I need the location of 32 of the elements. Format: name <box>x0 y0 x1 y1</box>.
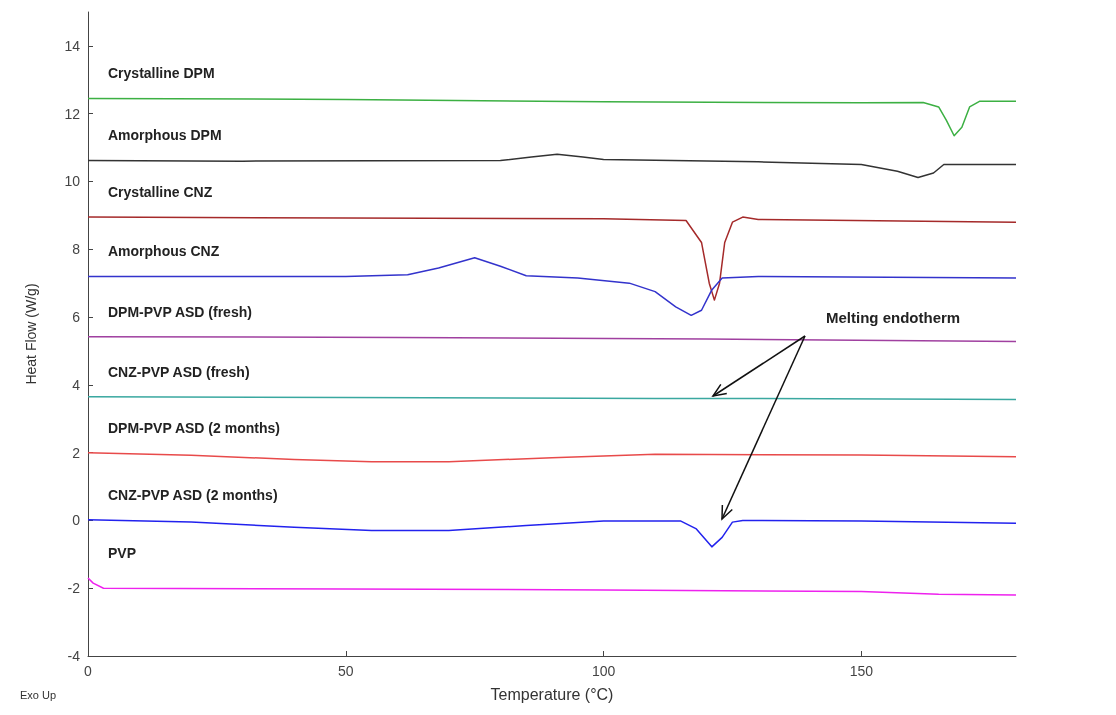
annotation: Melting endotherm <box>826 308 961 326</box>
series-label: Crystalline DPM <box>108 65 215 82</box>
y-tick-label: 14 <box>64 37 81 54</box>
series-label: DPM-PVP ASD (fresh) <box>108 303 252 320</box>
x-tick-label: 100 <box>591 663 616 679</box>
y-tick-label: 12 <box>64 105 81 122</box>
y-tick-label: -2 <box>67 580 81 597</box>
line-series <box>87 577 1017 596</box>
series-label: CNZ-PVP ASD (2 months) <box>108 486 278 503</box>
y-tick-label: -4 <box>67 648 81 664</box>
line-series <box>87 216 1017 301</box>
text: Exo Up <box>20 688 57 701</box>
line-series <box>87 153 1017 179</box>
series-label: DPM-PVP ASD (2 months) <box>108 419 280 436</box>
series-label: CNZ-PVP ASD (fresh) <box>108 363 250 380</box>
x-tick-label: 0 <box>84 663 93 679</box>
y-tick-label: 2 <box>72 444 81 461</box>
x-tick-label: 150 <box>849 663 874 679</box>
y-tick-label: 10 <box>64 173 81 190</box>
y-tick-label: 8 <box>72 241 81 258</box>
series-label: Amorphous CNZ <box>108 243 220 260</box>
y-tick-label: 6 <box>72 309 81 326</box>
series-label: Amorphous DPM <box>108 127 222 144</box>
y-tick-label: 0 <box>72 512 81 529</box>
y-tick-label: 4 <box>72 376 81 393</box>
x-tick-label: 50 <box>337 663 354 679</box>
x-axis-title: Temperature (°C) <box>490 685 614 703</box>
series-label: Crystalline CNZ <box>108 184 213 201</box>
series-label: PVP <box>108 545 137 562</box>
line-series <box>87 451 1017 463</box>
y-axis-title: Heat Flow (W/g) <box>23 283 39 385</box>
line-series <box>87 518 1017 548</box>
